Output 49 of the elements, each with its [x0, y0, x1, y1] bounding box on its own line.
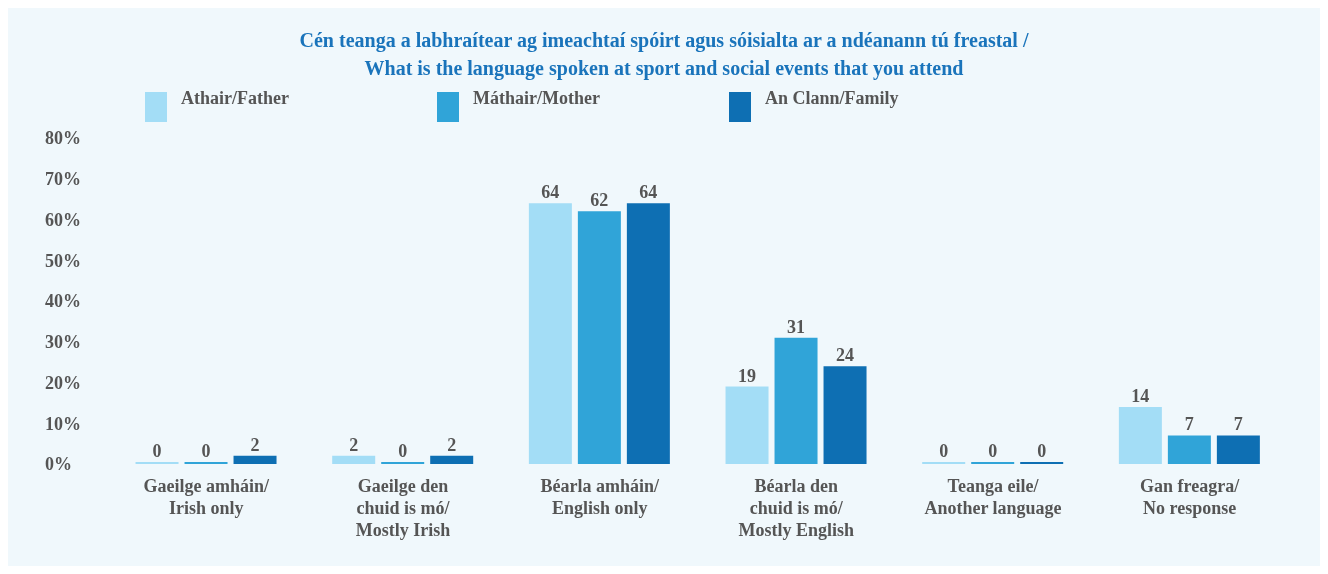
- legend-label: Athair/Father: [181, 88, 289, 109]
- data-label: 31: [787, 316, 806, 337]
- data-label: 0: [988, 441, 998, 461]
- legend-label: An Clann/Family: [765, 88, 899, 109]
- data-label: 2: [349, 434, 359, 455]
- data-label: 0: [939, 441, 949, 461]
- bar: [725, 386, 769, 464]
- data-label: 0: [201, 441, 211, 461]
- y-tick-label: 0%: [45, 454, 72, 475]
- data-label: 24: [836, 345, 855, 366]
- data-label: 7: [1184, 414, 1194, 435]
- y-tick-label: 20%: [45, 372, 81, 393]
- data-label: 2: [447, 434, 457, 455]
- y-tick-label: 30%: [45, 332, 81, 353]
- data-label: 64: [541, 182, 560, 203]
- chart-title: Cén teanga a labhraítear ag imeachtaí spóirt agus sóisialta ar a ndéanann tú freastal / What is the language spoken at sport and social events that you attend: [298, 28, 1030, 82]
- data-label: 64: [639, 182, 658, 203]
- y-tick-label: 70%: [45, 169, 81, 190]
- bar: [577, 211, 621, 464]
- bar: [1216, 435, 1260, 464]
- data-label: 62: [590, 190, 609, 211]
- data-label: 7: [1233, 414, 1243, 435]
- bar: [332, 455, 376, 464]
- bar: [774, 337, 818, 464]
- data-label: 0: [152, 441, 162, 461]
- bar: [528, 203, 572, 464]
- x-tick-label: Gan freagra/ No response: [1140, 476, 1241, 518]
- x-tick-label: Béarla amháin/ English only: [540, 476, 660, 518]
- bar: [1167, 435, 1211, 464]
- x-tick-label: Gaeilge amháin/ Irish only: [143, 476, 271, 518]
- data-label: 2: [250, 434, 260, 455]
- bar: [233, 455, 277, 464]
- y-tick-label: 40%: [45, 291, 81, 312]
- bar: [1118, 406, 1162, 464]
- x-tick-label: Gaeilge den chuid is mó/ Mostly Irish: [355, 476, 451, 540]
- x-tick-label: Béarla den chuid is mó/ Mostly English: [738, 476, 855, 540]
- y-tick-label: 10%: [45, 413, 81, 434]
- bar: [823, 366, 867, 464]
- data-label: 0: [1037, 441, 1047, 461]
- x-tick-label: Teanga eile/ Another language: [924, 476, 1062, 518]
- data-label: 14: [1131, 385, 1150, 406]
- y-tick-label: 50%: [45, 250, 81, 271]
- bar: [430, 455, 474, 464]
- data-label: 19: [738, 365, 757, 386]
- data-label: 0: [398, 441, 408, 461]
- legend-label: Máthair/Mother: [473, 88, 600, 109]
- y-tick-label: 60%: [45, 209, 81, 230]
- y-tick-label: 80%: [45, 128, 81, 149]
- bar: [626, 203, 670, 464]
